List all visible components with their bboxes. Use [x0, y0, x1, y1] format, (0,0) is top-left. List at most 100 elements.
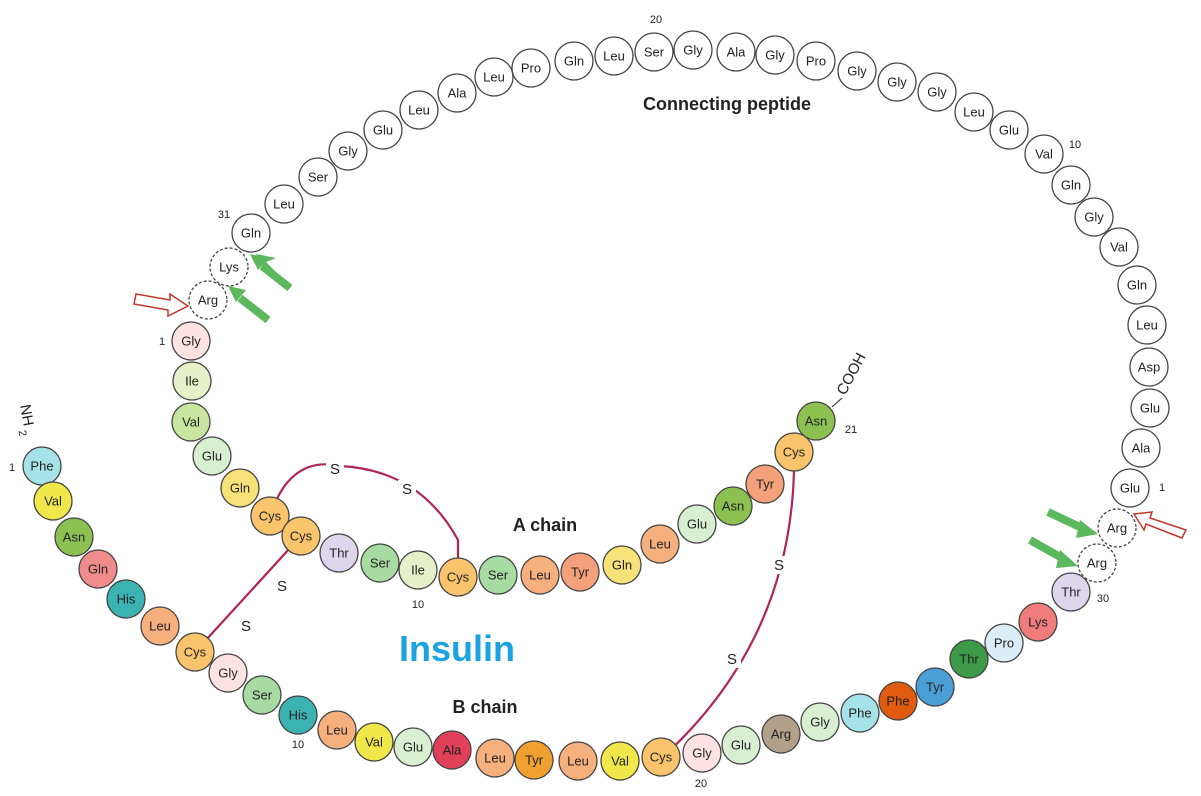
b-chain-residue: Val — [33, 481, 73, 521]
b-chain-residue: Leu — [475, 738, 515, 778]
residue-label: Glu — [687, 517, 707, 532]
residue-label: Val — [1110, 240, 1128, 255]
connecting-peptide-residue: Ala — [1121, 428, 1161, 468]
residue-number: 1 — [159, 336, 165, 348]
b-chain-residue: Tyr — [915, 667, 955, 707]
residue-label: Gly — [683, 43, 703, 58]
connecting-peptide-residue: Gln — [554, 41, 594, 81]
cleavage-site-residue: Arg — [1077, 543, 1117, 583]
residue-label: Thr — [329, 546, 349, 561]
connecting-peptide-residue: Ser — [298, 157, 338, 197]
residue-number: 30 — [1097, 593, 1109, 605]
a-chain-residue: Gly — [171, 321, 211, 361]
residue-label: Gly — [765, 48, 785, 63]
cleavage-site-residue: Lys — [209, 247, 249, 287]
residue-label: Gly — [338, 144, 358, 159]
residue-numbers: 20 31 10 1 1 10 21 1 10 20 30 — [9, 14, 1165, 790]
residue-number: 10 — [292, 739, 304, 751]
residue-label: Ser — [308, 170, 329, 185]
residue-label: Asn — [63, 530, 85, 545]
connecting-peptide-residue: Gln — [231, 213, 271, 253]
connecting-peptide-residue: Ala — [716, 32, 756, 72]
residue-label: Leu — [149, 619, 171, 634]
sulfur-label: S — [330, 461, 340, 478]
residue-number: 20 — [650, 14, 662, 26]
connecting-peptide-residue: Val — [1099, 227, 1139, 267]
residue-label: Cys — [650, 750, 673, 765]
connecting-peptide-residue: Gly — [877, 62, 917, 102]
b-chain-residue: Gly — [208, 653, 248, 693]
residue-label: Ala — [1132, 441, 1152, 456]
connecting-peptide-residue: Ala — [437, 73, 477, 113]
connecting-peptide-residue: Gly — [328, 131, 368, 171]
residue-label: Ile — [185, 374, 199, 389]
green-arrow — [1056, 550, 1078, 568]
cooh-bond — [831, 397, 843, 408]
residue-label: Arg — [1087, 556, 1107, 571]
residue-label: Tyr — [571, 565, 590, 580]
residue-number: 31 — [218, 209, 230, 221]
connecting-peptide-residue: Gly — [673, 30, 713, 70]
sulfur-labels: S S S S S S — [237, 460, 788, 668]
b-chain-residue: Ala — [432, 730, 472, 770]
red-arrow — [133, 292, 190, 318]
cooh-terminus-label: COOH — [834, 350, 870, 398]
residue-label: Arg — [1107, 521, 1127, 536]
residue-number: 1 — [9, 462, 15, 474]
cleavage-site-residue: Arg — [188, 280, 228, 320]
b-chain-residue: Gly — [800, 702, 840, 742]
a-chain-residue: Asn — [796, 401, 836, 441]
residue-number: 21 — [845, 424, 857, 436]
residue-label: Gly — [692, 746, 712, 761]
a-chain-residue: Val — [171, 402, 211, 442]
b-chain-residue: Thr — [1051, 572, 1091, 612]
residue-label: Ile — [411, 563, 425, 578]
connecting-peptide-residue: Asp — [1129, 347, 1169, 387]
residue-label: Val — [182, 415, 200, 430]
a-chain-residue: Cys — [250, 496, 290, 536]
residue-label: Glu — [731, 738, 751, 753]
green-arrow — [1076, 520, 1098, 538]
residue-label: Leu — [649, 537, 671, 552]
b-chain-residue: Leu — [558, 741, 598, 781]
residue-label: Leu — [408, 103, 430, 118]
b-chain-residue: Gln — [78, 549, 118, 589]
a-chain-residue: Tyr — [560, 552, 600, 592]
b-chain-residue: His — [106, 579, 146, 619]
connecting-peptide-residue: Pro — [511, 48, 551, 88]
b-chain-residue: Thr — [949, 639, 989, 679]
b-chain-residue: Leu — [140, 606, 180, 646]
a-chain-residue: Ile — [398, 550, 438, 590]
sulfur-label: S — [277, 578, 287, 595]
b-chain-residue: Asn — [54, 517, 94, 557]
residue-label: Glu — [999, 123, 1019, 138]
a-chain-label: A chain — [513, 515, 577, 535]
a-chain-residue: Tyr — [745, 464, 785, 504]
residue-label: Leu — [273, 197, 295, 212]
residue-label: Leu — [567, 754, 589, 769]
a-chain-residue: Ser — [360, 543, 400, 583]
residue-label: Gln — [612, 558, 632, 573]
b-chain-label: B chain — [452, 697, 517, 717]
a-chain-residue: Ile — [172, 361, 212, 401]
residue-label: Tyr — [756, 477, 775, 492]
residue-label: Glu — [403, 740, 423, 755]
residue-label: Gln — [230, 481, 250, 496]
a-chain-residue: Glu — [192, 436, 232, 476]
residue-label: Ala — [448, 86, 468, 101]
residue-label: Thr — [1061, 585, 1081, 600]
sulfur-label: S — [402, 481, 412, 498]
connecting-peptide-residue: Gln — [1051, 165, 1091, 205]
connecting-peptide-residue: Leu — [264, 184, 304, 224]
disulfide-bonds — [194, 463, 796, 757]
residue-number: 20 — [695, 778, 707, 790]
residue-label: Thr — [959, 652, 979, 667]
a-chain-residue: Leu — [520, 555, 560, 595]
connecting-peptide-residue: Leu — [954, 92, 994, 132]
residue-label: Gln — [1061, 178, 1081, 193]
residue-label: Gly — [847, 64, 867, 79]
residue-label: Leu — [483, 70, 505, 85]
nh2-terminus-label: NH 2 — [16, 403, 37, 437]
residue-label: Gln — [88, 562, 108, 577]
residue-label: Leu — [484, 751, 506, 766]
